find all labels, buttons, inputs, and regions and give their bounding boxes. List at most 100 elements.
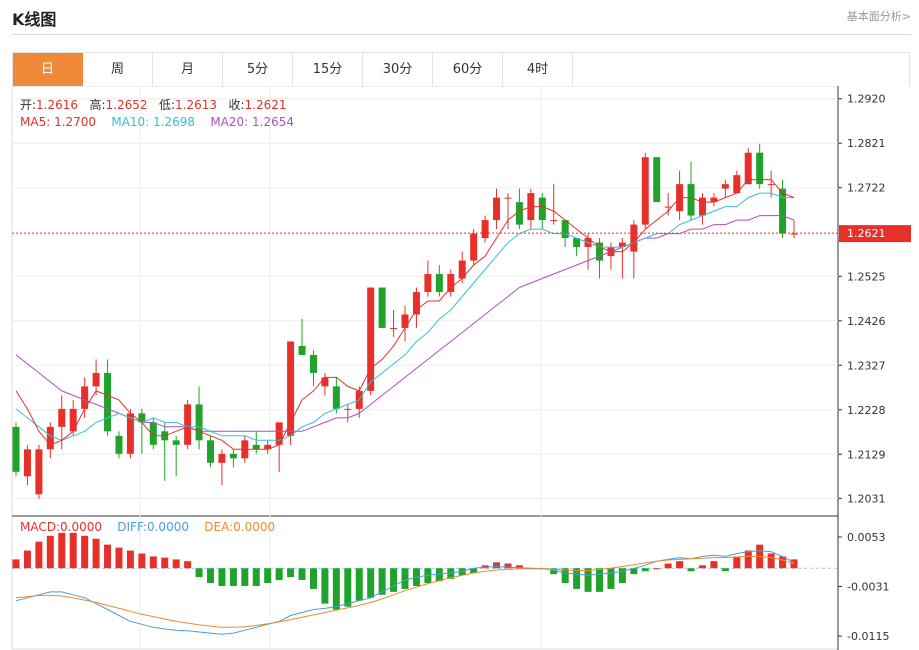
- price-tick-label-4: 1.2426: [847, 315, 886, 328]
- macd-label: MACD:: [20, 520, 61, 534]
- macd-bar: [367, 568, 375, 598]
- tab-month[interactable]: 月: [153, 53, 223, 86]
- macd-value: 0.0000: [60, 520, 103, 534]
- candle: [390, 327, 398, 329]
- macd-bar: [710, 561, 718, 569]
- ma20-value: 1.2654: [252, 115, 295, 129]
- dea-value: 0.0000: [233, 520, 276, 534]
- low-label: 低:: [159, 98, 176, 112]
- candle: [344, 408, 352, 410]
- high-label: 高:: [89, 98, 106, 112]
- candle: [126, 413, 134, 454]
- candle: [630, 224, 638, 252]
- candle: [779, 188, 787, 234]
- candle: [207, 440, 214, 463]
- macd-tick-label-2: -0.0115: [847, 630, 889, 643]
- macd-bar: [779, 556, 787, 569]
- candle: [664, 206, 672, 208]
- macd-bar: [138, 553, 146, 569]
- candle: [641, 157, 649, 225]
- high-value: 1.2652: [105, 98, 148, 112]
- dea-label: DEA:: [204, 520, 234, 534]
- macd-bar: [676, 561, 684, 569]
- macd-bar: [573, 568, 581, 589]
- tab-15min[interactable]: 15分: [293, 53, 363, 86]
- macd-bar: [664, 563, 672, 569]
- candle: [138, 413, 146, 423]
- macd-bar: [126, 550, 134, 569]
- macd-bar: [458, 568, 466, 576]
- macd-bar: [287, 568, 295, 578]
- candle: [378, 287, 386, 328]
- candle: [275, 422, 283, 445]
- macd-bar: [355, 568, 363, 601]
- tab-60min[interactable]: 60分: [433, 53, 503, 86]
- candle: [756, 152, 764, 185]
- macd-bar: [229, 568, 237, 586]
- macd-bar: [104, 544, 112, 569]
- tab-5min[interactable]: 5分: [223, 53, 293, 86]
- candle: [470, 233, 478, 261]
- macd-bar: [744, 550, 752, 569]
- macd-bar: [264, 568, 272, 583]
- macd-bar: [493, 562, 501, 569]
- macd-bar: [790, 559, 798, 569]
- tab-30min[interactable]: 30分: [363, 53, 433, 86]
- candle: [218, 453, 226, 463]
- candle: [252, 444, 260, 450]
- ma20-label: MA20:: [210, 115, 249, 129]
- candle: [481, 220, 489, 239]
- macd-bar: [149, 556, 157, 569]
- ma5-label: MA5:: [20, 115, 51, 129]
- low-value: 1.2613: [175, 98, 218, 112]
- macd-bar: [332, 568, 340, 610]
- close-label: 收:: [228, 98, 245, 112]
- candle: [504, 197, 512, 199]
- dea-line: [15, 555, 795, 628]
- macd-bar: [58, 532, 66, 569]
- close-value: 1.2621: [244, 98, 287, 112]
- macd-bar: [447, 568, 455, 579]
- price-tick-label-8: 1.2031: [847, 492, 886, 505]
- candle: [12, 426, 20, 472]
- macd-bar: [698, 565, 706, 569]
- price-tick-label-5: 1.2327: [847, 359, 886, 372]
- macd-bar: [115, 547, 123, 569]
- candle: [298, 345, 306, 355]
- candle: [515, 202, 523, 225]
- macd-bar: [687, 568, 695, 572]
- tab-week[interactable]: 周: [83, 53, 153, 86]
- candle: [321, 377, 329, 387]
- candle: [287, 341, 295, 436]
- candle: [149, 422, 157, 445]
- candle: [458, 260, 466, 279]
- candle: [447, 274, 455, 293]
- open-label: 开:: [20, 98, 37, 112]
- candle: [790, 233, 798, 235]
- macd-bar: [161, 557, 169, 569]
- macd-bar: [81, 535, 89, 569]
- tab-day[interactable]: 日: [13, 53, 83, 86]
- macd-bar: [252, 568, 260, 586]
- candle: [687, 184, 695, 216]
- price-tick-label-1: 1.2821: [847, 137, 886, 150]
- macd-bar: [504, 563, 512, 569]
- macd-bar: [69, 532, 77, 569]
- macd-bar: [46, 535, 54, 569]
- fundamental-analysis-link[interactable]: 基本面分析>: [846, 10, 911, 23]
- macd-tick-label-0: 0.0053: [847, 531, 886, 544]
- macd-bar: [561, 568, 569, 583]
- ma20-line: [15, 215, 795, 432]
- macd-bar: [378, 568, 386, 595]
- macd-bar: [184, 561, 192, 569]
- macd-info: MACD:0.0000 DIFF:0.0000 DEA:0.0000: [20, 520, 275, 534]
- candle: [104, 372, 112, 432]
- kline-chart[interactable]: 1.2920 1.2821 1.2722 1.2525 1.2426 1.2327 1.22…: [0, 86, 919, 650]
- diff-label: DIFF:: [117, 520, 147, 534]
- current-price-label: 1.2621: [847, 227, 886, 240]
- tab-4hour[interactable]: 4时: [503, 53, 573, 86]
- diff-value: 0.0000: [146, 520, 189, 534]
- macd-bar: [721, 568, 729, 572]
- candle: [435, 274, 443, 293]
- macd-bar: [275, 568, 283, 581]
